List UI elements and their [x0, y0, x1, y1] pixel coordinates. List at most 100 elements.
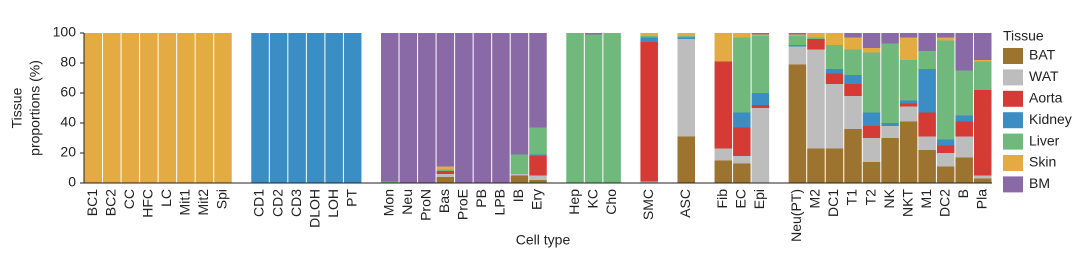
x-tick-label: DLOH — [306, 189, 322, 228]
bar-segment — [899, 60, 918, 101]
bar-segment — [288, 33, 306, 183]
x-tick-label: CD2 — [269, 189, 285, 217]
legend-swatch — [1003, 176, 1023, 193]
bar-segment — [733, 127, 751, 156]
bar-segment — [955, 70, 973, 116]
x-tick-label: EC — [733, 189, 749, 208]
bar-segment — [751, 36, 770, 93]
legend-swatch — [1003, 133, 1023, 150]
bar-segment — [918, 150, 936, 183]
bar-segment — [510, 33, 529, 155]
bar-segment — [677, 36, 696, 38]
x-tick-label: T2 — [862, 189, 878, 206]
legend-title: Tissue — [1003, 28, 1044, 44]
bar-segment — [751, 34, 770, 36]
bar-segment — [899, 106, 918, 122]
bar-segment — [881, 126, 899, 138]
x-tick-group: B — [955, 189, 971, 198]
x-tick-group: CC — [121, 189, 137, 209]
bar-segment — [825, 33, 844, 45]
x-tick-label: Bas — [436, 189, 452, 213]
x-tick-label: Neu — [399, 189, 415, 215]
x-tick-group: Mit2 — [195, 189, 211, 216]
bar-segment — [918, 51, 936, 69]
x-tick-group: PB — [473, 189, 489, 208]
x-tick-label: NKT — [899, 189, 915, 217]
bar-segment — [436, 177, 455, 183]
x-tick-group: HFC — [140, 189, 156, 218]
bar-segment — [529, 180, 547, 183]
x-tick-label: Cho — [603, 189, 619, 215]
x-tick-group: LOH — [325, 189, 341, 218]
bar-segment — [529, 127, 547, 155]
x-tick-group: CD2 — [269, 189, 285, 217]
bar-segment — [955, 33, 973, 71]
x-tick-group: Spi — [214, 189, 230, 209]
x-tick-group: CD3 — [288, 189, 304, 217]
bar-segment — [862, 126, 881, 138]
legend-label: Kidney — [1029, 111, 1072, 127]
bar-segment — [899, 121, 918, 183]
bar-segment — [955, 121, 973, 137]
bar-segment — [862, 33, 881, 48]
x-tick-label: NK — [881, 188, 897, 208]
x-tick-label: LC — [158, 189, 174, 207]
bar-segment — [844, 129, 862, 183]
x-tick-group: Hep — [566, 189, 582, 215]
bar-segment — [733, 37, 751, 113]
bar-segment — [862, 112, 881, 126]
bar-segment — [510, 174, 529, 176]
bar-segment — [936, 33, 955, 38]
bar-segment — [380, 181, 399, 183]
x-tick-label: ProN — [418, 189, 434, 221]
x-tick-group: IB — [510, 189, 526, 202]
x-tick-label: DC2 — [936, 189, 952, 217]
y-tick-label: 40 — [60, 114, 76, 130]
bar-segment — [103, 33, 121, 183]
bar-segment — [436, 33, 455, 167]
x-tick-label: LOH — [325, 189, 341, 218]
bar-segment — [788, 36, 807, 45]
bar-segment — [955, 157, 973, 183]
x-tick-label: ASC — [677, 189, 693, 218]
bar-segment — [455, 33, 473, 183]
x-tick-group: BC2 — [102, 189, 118, 216]
x-tick-label: CC — [121, 189, 137, 209]
legend-label: WAT — [1029, 68, 1059, 84]
x-tick-group: KC — [584, 189, 600, 208]
legend-label: BAT — [1029, 47, 1056, 63]
x-tick-group: NK — [881, 188, 897, 208]
bar-segment — [918, 112, 936, 137]
bar-segment — [733, 33, 751, 38]
x-tick-label: Mit2 — [195, 189, 211, 216]
bar-segment — [862, 52, 881, 113]
x-tick-group: M1 — [918, 189, 934, 209]
x-tick-label: HFC — [140, 189, 156, 218]
bar-segment — [325, 33, 343, 183]
bar-segment — [714, 61, 733, 149]
x-tick-group: Fib — [714, 189, 730, 209]
x-tick-group: Mit1 — [177, 189, 193, 216]
bar-segment — [436, 169, 455, 171]
x-tick-group: T2 — [862, 189, 878, 206]
x-tick-label: M1 — [918, 189, 934, 209]
bar-segment — [177, 33, 195, 183]
x-tick-label: SMC — [640, 189, 656, 220]
bar-segment — [306, 33, 325, 183]
legend-swatch — [1003, 69, 1023, 86]
x-tick-group: LPB — [492, 189, 508, 215]
bar-segment — [510, 175, 529, 183]
bar-segment — [677, 136, 696, 183]
x-tick-group: BC1 — [84, 189, 100, 216]
x-tick-group: CD1 — [251, 189, 267, 217]
x-tick-label: M2 — [807, 189, 823, 209]
bar-segment — [973, 61, 992, 90]
bar-segment — [973, 60, 992, 62]
bar-segment — [640, 181, 658, 183]
bar-segment — [899, 33, 918, 38]
bar-segment — [825, 69, 844, 74]
bar-segment — [918, 136, 936, 150]
y-tick-label: 20 — [60, 144, 76, 160]
bar-segment — [881, 138, 899, 183]
bar-segment — [918, 33, 936, 51]
